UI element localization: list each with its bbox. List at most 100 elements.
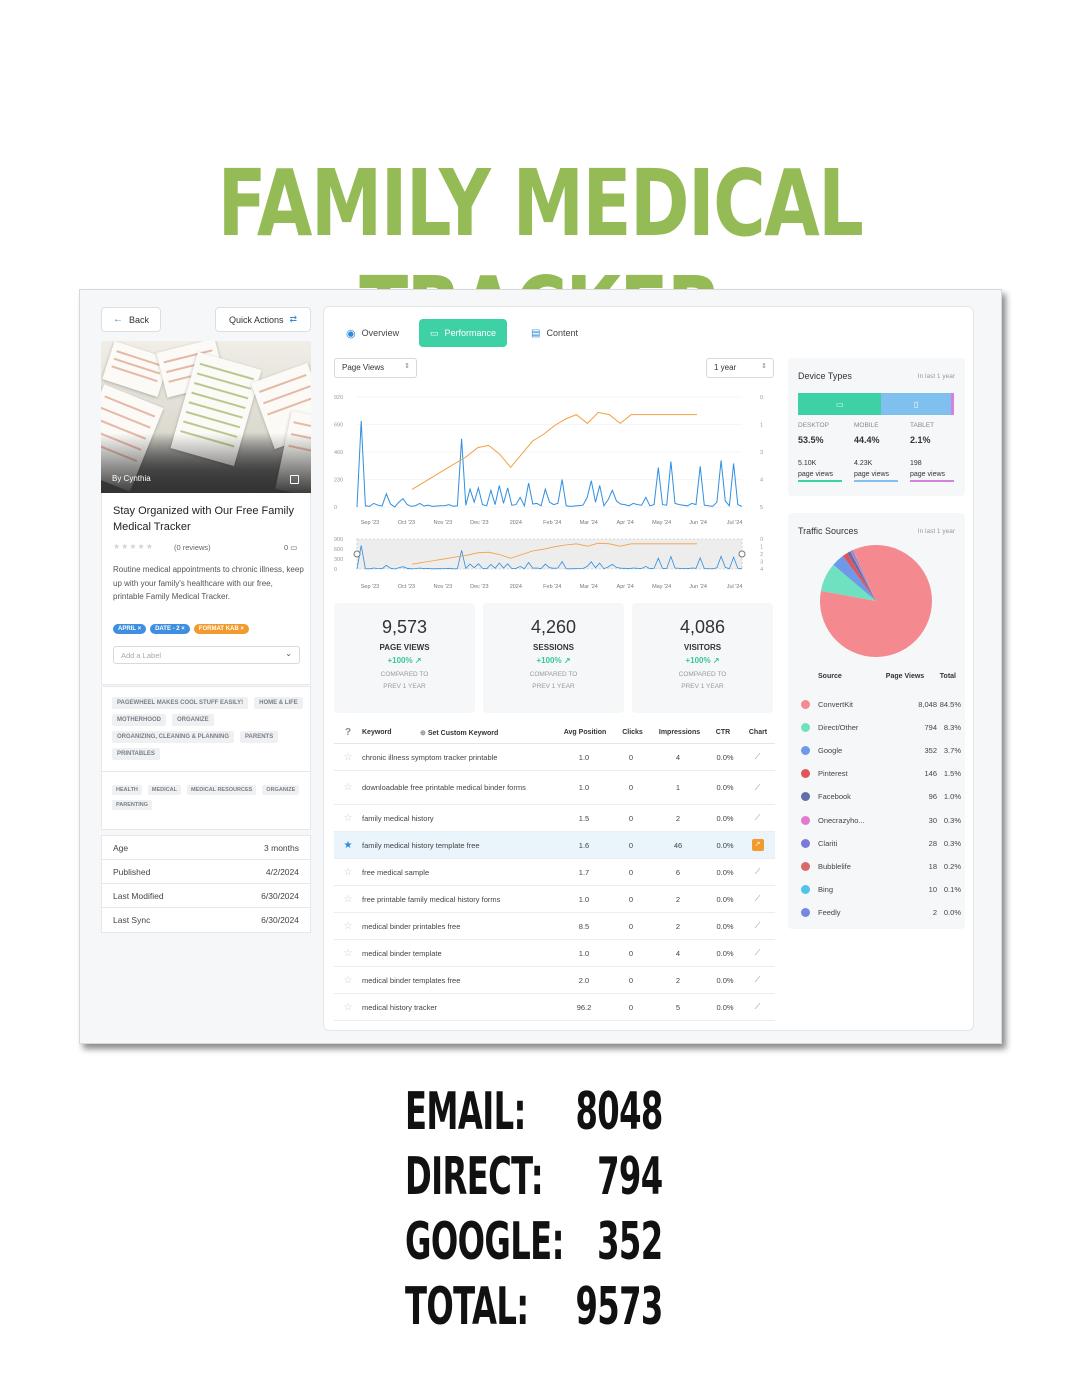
star-icon[interactable]: ☆ (343, 974, 353, 986)
x-tick-label: Jun '24 (689, 584, 707, 590)
table-row[interactable]: ☆ medical binder templates free 2.0 0 2 0.0% ⟋ (334, 967, 775, 994)
trend-icon[interactable]: ⟋ (754, 894, 761, 903)
help-icon[interactable]: ? (344, 727, 352, 738)
rating-stars[interactable]: ★★★★★ (113, 542, 154, 551)
trend-icon[interactable]: ⟋ (754, 867, 761, 876)
table-row[interactable]: ★ family medical history template free 1.6… (334, 832, 775, 859)
table-row[interactable]: ☆ medical history tracker 96.2 0 5 0.0% ⟋ (334, 994, 775, 1021)
category-pill[interactable]: PARENTS (240, 731, 279, 743)
tag-badge[interactable]: APRIL × (113, 624, 147, 634)
pie-slice[interactable] (852, 549, 876, 601)
legend-dot (801, 838, 810, 848)
trend-icon[interactable]: ⟋ (754, 782, 761, 792)
updown-icon: ⇕ (761, 363, 767, 370)
category-pill[interactable]: PRINTABLES (112, 748, 160, 760)
device-share-bar[interactable]: ▭ ▯ (798, 393, 954, 415)
category-pill[interactable]: PAGEWHEEL MAKES COOL STUFF EASILY! (112, 697, 249, 709)
impressions-cell: 2 (675, 921, 681, 931)
tab-performance[interactable]: ▭ Performance (419, 319, 508, 347)
source-row[interactable]: Bubblelife 18 0.2% (788, 855, 965, 878)
pie-slice[interactable] (851, 550, 876, 601)
set-custom-keyword[interactable]: ⊕ Set Custom Keyword (420, 729, 499, 737)
page-views-chart[interactable]: 920 0 690 1 460 3 230 4 0 5 Sep '23 Sep '23 Oct '23 O… (332, 389, 772, 599)
source-page-views: 28 (928, 838, 937, 848)
star-icon[interactable]: ☆ (343, 1001, 353, 1013)
pie-slice[interactable] (850, 550, 876, 601)
header-ctr[interactable]: CTR (715, 729, 731, 736)
source-row[interactable]: Bing 10 0.1% (788, 878, 965, 901)
pie-slice[interactable] (847, 551, 876, 601)
traffic-pie-chart[interactable] (788, 539, 965, 669)
category-pill[interactable]: MOTHERHOOD (112, 714, 166, 726)
keyword-pill[interactable]: MEDICAL (147, 785, 181, 795)
table-row[interactable]: ☆ family medical history 1.5 0 2 0.0% ⟋ (334, 805, 775, 832)
keyword-pill[interactable]: PARENTING (112, 800, 152, 810)
add-label-select[interactable]: Add a Label ⌄ (113, 646, 300, 664)
source-row[interactable]: Google 352 3.7% (788, 739, 965, 762)
tab-overview[interactable]: ◉ Overview (346, 327, 400, 340)
mobile-icon: ▯ (881, 393, 951, 415)
table-row[interactable]: ☆ medical binder printables free 8.5 0 2 0.0%… (334, 913, 775, 940)
star-icon[interactable]: ☆ (343, 866, 353, 878)
category-pill[interactable]: ORGANIZE (172, 714, 214, 726)
trend-icon[interactable]: ⟋ (754, 752, 761, 761)
header-keyword[interactable]: Keyword (362, 729, 392, 736)
metric-select[interactable]: Page Views ⇕ (334, 358, 417, 378)
tab-content[interactable]: ▤ Content (531, 327, 578, 339)
trend-icon[interactable]: ⟋ (754, 975, 761, 984)
x-tick-label: Mar '24 (580, 584, 598, 590)
pie-slice[interactable] (833, 555, 876, 601)
pie-slice[interactable] (820, 564, 876, 601)
source-page-views: 18 (928, 861, 937, 871)
summary-row-google: GOOGLE: 352 (405, 1212, 664, 1272)
star-icon[interactable]: ☆ (343, 751, 353, 763)
post-thumbnail[interactable]: By Cynthia (101, 341, 311, 493)
star-icon[interactable]: ☆ (343, 893, 353, 905)
back-button[interactable]: ← Back (101, 307, 161, 332)
pie-slice[interactable] (852, 550, 876, 601)
mini-y2-tick: 3 (760, 560, 763, 566)
source-row[interactable]: Onecrazyho... 30 0.3% (788, 809, 965, 832)
keyword-pill[interactable]: ORGANIZE (262, 785, 300, 795)
source-row[interactable]: Feedly 2 0.0% (788, 901, 965, 924)
header-impressions[interactable]: Impressions (658, 729, 701, 736)
pie-slice[interactable] (842, 552, 876, 601)
source-row[interactable]: Pinterest 146 1.5% (788, 762, 965, 785)
source-row[interactable]: ConvertKit 8,048 84.5% (788, 693, 965, 716)
table-row[interactable]: ☆ medical binder template 1.0 0 4 0.0% ⟋ (334, 940, 775, 967)
meta-row-published: Published 4/2/2024 (102, 860, 310, 884)
category-pill[interactable]: ORGANIZING, CLEANING & PLANNING (112, 731, 234, 743)
header-clicks[interactable]: Clicks (622, 729, 643, 736)
star-icon[interactable]: ☆ (343, 782, 353, 793)
tag-badge[interactable]: FORMAT KAB × (193, 624, 249, 634)
trend-icon[interactable]: ⟋ (754, 1002, 761, 1011)
table-row[interactable]: ☆ downloadable free printable medical bin… (334, 771, 775, 805)
trend-icon[interactable]: ⟋ (754, 948, 761, 957)
table-row[interactable]: ☆ chronic illness symptom tracker printab… (334, 744, 775, 771)
trend-icon[interactable]: ⟋ (754, 921, 761, 930)
star-icon[interactable]: ☆ (343, 947, 353, 959)
table-row[interactable]: ☆ free medical sample 1.7 0 6 0.0% ⟋ (334, 859, 775, 886)
table-row[interactable]: ☆ free printable family medical history f… (334, 886, 775, 913)
keyword-pill[interactable]: MEDICAL RESOURCES (186, 785, 257, 795)
pie-slice[interactable] (820, 545, 933, 658)
keyword-pill[interactable]: HEALTH (112, 785, 142, 795)
source-row[interactable]: Direct/Other 794 8.3% (788, 716, 965, 739)
range-select[interactable]: 1 year ⇕ (706, 358, 774, 378)
star-icon[interactable]: ☆ (343, 920, 353, 932)
source-row[interactable]: Clariti 28 0.3% (788, 832, 965, 855)
x-tick-label: Oct '23 (398, 584, 415, 590)
category-pill[interactable]: HOME & LIFE (254, 697, 303, 709)
trend-icon[interactable]: ↗ (740, 839, 775, 851)
star-icon[interactable]: ☆ (343, 812, 353, 824)
star-icon[interactable]: ★ (343, 839, 353, 851)
tag-badge[interactable]: DATE - 2 × (150, 624, 190, 634)
external-link-icon[interactable] (290, 475, 299, 484)
quick-actions-button[interactable]: Quick Actions ⇄ (215, 307, 311, 332)
x-tick-label: Oct '23 (398, 520, 415, 526)
impressions-cell: 2 (675, 813, 681, 823)
source-row[interactable]: Facebook 96 1.0% (788, 785, 965, 808)
header-avg-position[interactable]: Avg Position (563, 729, 607, 736)
trend-icon[interactable]: ⟋ (754, 813, 761, 822)
ctr-cell: 0.0% (716, 894, 734, 904)
